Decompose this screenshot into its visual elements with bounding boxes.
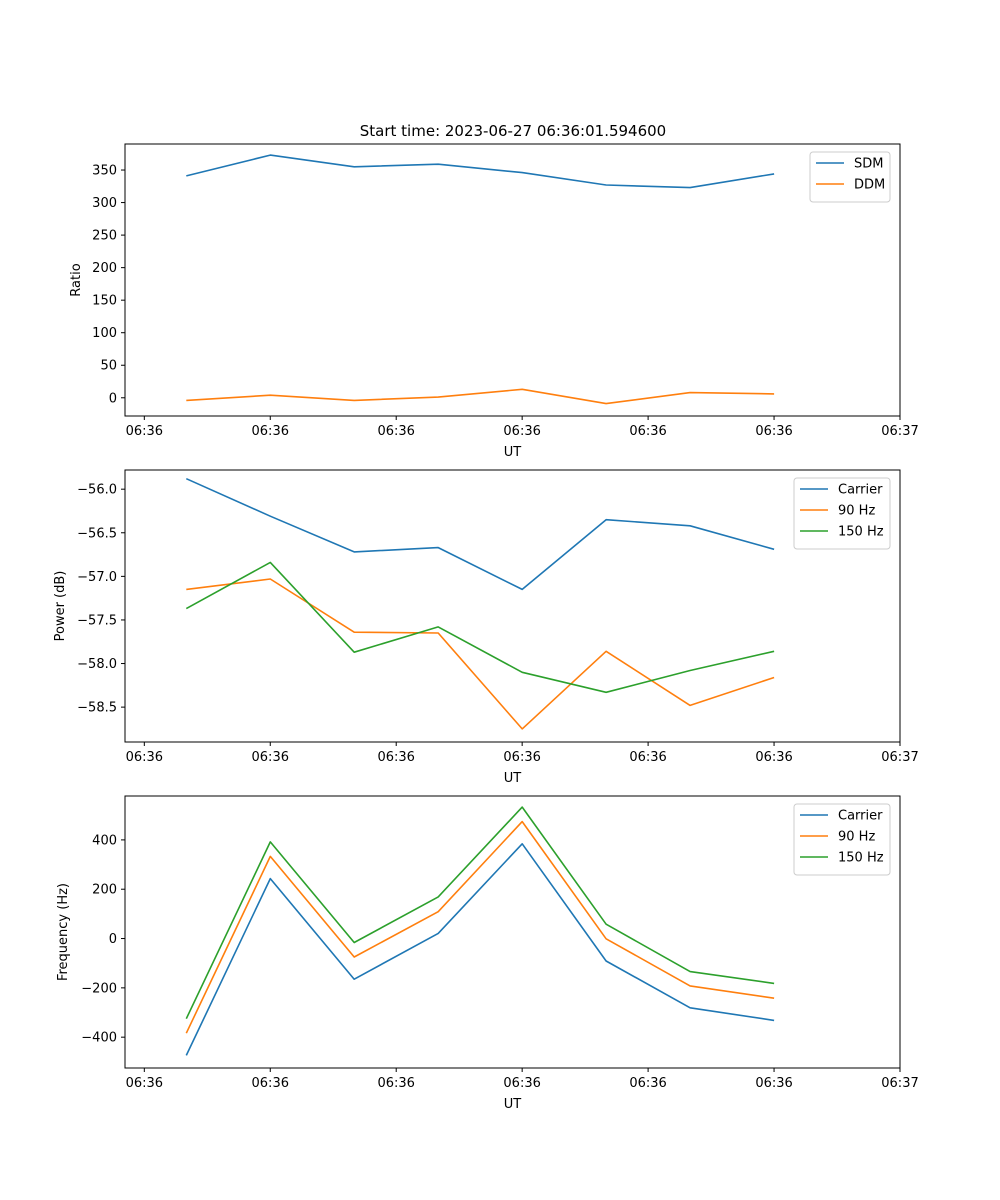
legend-label: 90 Hz — [838, 830, 875, 845]
series-line-3 — [185, 806, 775, 1020]
y-tick-label: 250 — [92, 229, 117, 244]
chart-panel-3: 06:36 06:36 06:36 06:36 06:36 06:36 06:37 UT −40… — [56, 795, 919, 1112]
y-tick-label: −56.5 — [77, 526, 117, 541]
x-tick-label: 06:36 — [252, 424, 289, 439]
y-axis-label: Ratio — [69, 263, 84, 296]
y-tick-label: −58.5 — [77, 701, 117, 716]
series-line-2 — [186, 388, 775, 405]
x-axis-label: UT — [504, 445, 522, 460]
x-axis-label: UT — [504, 771, 522, 786]
x-tick-label: 06:36 — [252, 1076, 289, 1091]
x-tick-label: 06:36 — [503, 750, 540, 765]
x-tick-label: 06:37 — [881, 1076, 918, 1091]
x-tick-label: 06:37 — [881, 750, 918, 765]
y-tick-label: −200 — [81, 981, 117, 996]
series-line-1 — [185, 477, 775, 591]
chart-panel-2: 06:36 06:36 06:36 06:36 06:36 06:36 06:37 UT −56… — [53, 469, 919, 786]
legend-label: DDM — [854, 178, 885, 193]
x-tick-label: 06:36 — [377, 750, 414, 765]
legend-label: Carrier — [838, 809, 883, 824]
y-tick-label: 0 — [109, 932, 117, 947]
x-tick-label: 06:36 — [503, 1076, 540, 1091]
legend-label: 150 Hz — [838, 525, 884, 540]
x-tick-label: 06:36 — [503, 424, 540, 439]
legend-box — [809, 151, 891, 203]
axes-frame — [124, 795, 901, 1069]
y-tick-label: 400 — [92, 833, 117, 848]
axes-frame — [124, 143, 901, 417]
y-tick-label: −58.0 — [77, 657, 117, 672]
legend-label: 150 Hz — [838, 851, 884, 866]
legend: Carrier 90 Hz 150 Hz — [793, 803, 891, 876]
x-tick-label: 06:37 — [881, 424, 918, 439]
legend-label: 90 Hz — [838, 504, 875, 519]
series-line-2 — [185, 820, 775, 1034]
x-tick-label: 06:36 — [377, 1076, 414, 1091]
y-axis-label: Power (dB) — [53, 571, 68, 642]
legend-label: SDM — [854, 157, 883, 172]
x-tick-label: 06:36 — [126, 750, 163, 765]
series-line-3 — [185, 561, 775, 694]
chart-panel-1: 06:36 06:36 06:36 06:36 06:36 06:36 06:37 UT 0 50… — [69, 143, 919, 460]
x-tick-label: 06:36 — [629, 750, 666, 765]
x-tick-label: 06:36 — [629, 1076, 666, 1091]
figure-title: Start time: 2023-06-27 06:36:01.594600 — [360, 122, 666, 140]
y-tick-label: 200 — [92, 261, 117, 276]
x-axis-label: UT — [504, 1097, 522, 1112]
legend-label: Carrier — [838, 483, 883, 498]
legend: Carrier 90 Hz 150 Hz — [793, 477, 891, 550]
y-axis-label: Frequency (Hz) — [56, 883, 71, 981]
y-tick-label: 300 — [92, 196, 117, 211]
x-tick-label: 06:36 — [629, 424, 666, 439]
axes-frame — [124, 469, 901, 743]
y-tick-label: 150 — [92, 294, 117, 309]
x-tick-label: 06:36 — [126, 424, 163, 439]
y-tick-label: −57.5 — [77, 613, 117, 628]
y-tick-label: 350 — [92, 164, 117, 179]
y-tick-label: 100 — [92, 326, 117, 341]
y-tick-label: 50 — [100, 359, 117, 374]
x-tick-label: 06:36 — [755, 1076, 792, 1091]
x-tick-label: 06:36 — [252, 750, 289, 765]
y-tick-label: −56.0 — [77, 483, 117, 498]
series-line-1 — [185, 842, 775, 1056]
legend: SDM DDM — [809, 151, 891, 203]
x-tick-label: 06:36 — [755, 424, 792, 439]
series-line-1 — [186, 154, 775, 189]
series-line-2 — [186, 578, 775, 730]
y-tick-label: 0 — [109, 391, 117, 406]
y-tick-label: 200 — [92, 883, 117, 898]
x-tick-label: 06:36 — [126, 1076, 163, 1091]
x-tick-label: 06:36 — [377, 424, 414, 439]
y-tick-label: −400 — [81, 1031, 117, 1046]
x-tick-label: 06:36 — [755, 750, 792, 765]
y-tick-label: −57.0 — [77, 570, 117, 585]
